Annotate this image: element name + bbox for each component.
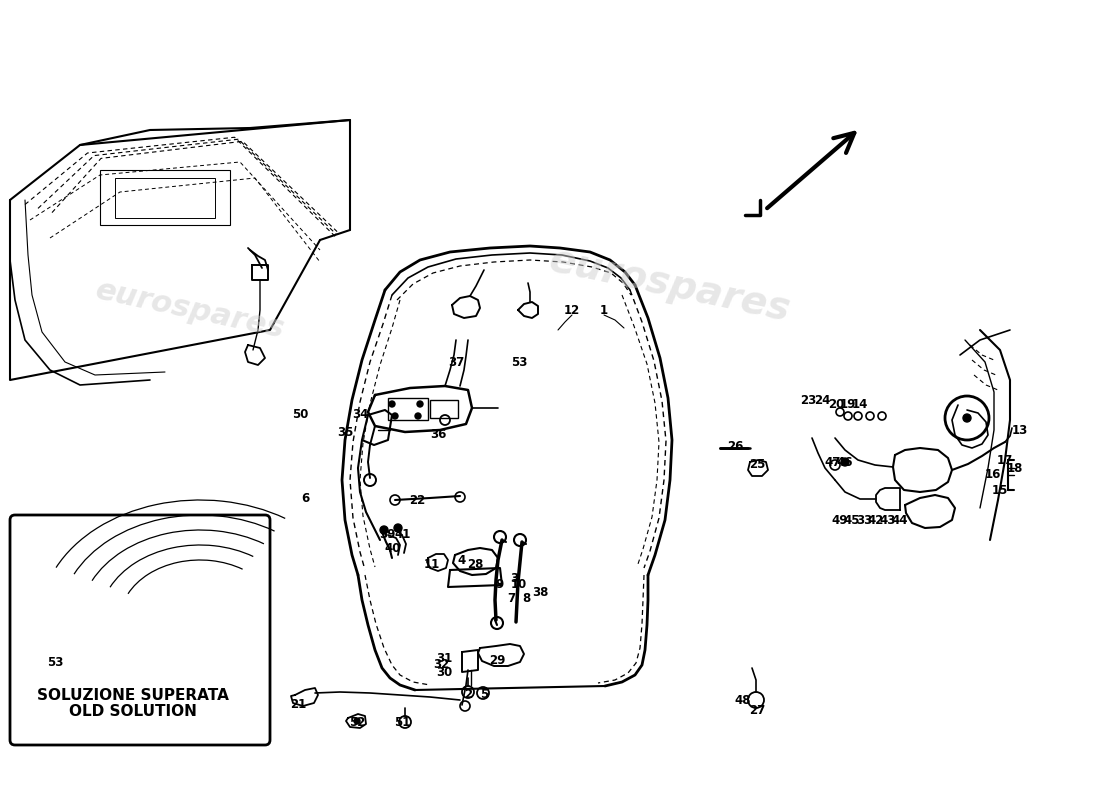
Text: 31: 31 <box>436 651 452 665</box>
Text: 49: 49 <box>832 514 848 526</box>
Text: 43: 43 <box>880 514 896 526</box>
Text: 9: 9 <box>496 578 504 591</box>
Circle shape <box>379 526 388 534</box>
Text: 48: 48 <box>735 694 751 706</box>
Text: OLD SOLUTION: OLD SOLUTION <box>69 705 197 719</box>
Bar <box>100 170 230 225</box>
Text: 37: 37 <box>448 357 464 370</box>
Text: 53: 53 <box>47 657 63 670</box>
Text: 39: 39 <box>378 529 395 542</box>
Text: 19: 19 <box>839 398 856 411</box>
Text: 5: 5 <box>480 689 488 702</box>
Text: 4: 4 <box>458 554 466 566</box>
Text: 14: 14 <box>851 398 868 411</box>
Bar <box>430 400 458 418</box>
Text: 36: 36 <box>430 429 447 442</box>
Text: 15: 15 <box>992 483 1009 497</box>
Text: 26: 26 <box>727 441 744 454</box>
Circle shape <box>389 401 395 407</box>
Text: 2: 2 <box>464 689 472 702</box>
Text: 52: 52 <box>349 715 365 729</box>
Text: 42: 42 <box>868 514 884 526</box>
Text: 22: 22 <box>409 494 425 506</box>
Text: SOLUZIONE SUPERATA: SOLUZIONE SUPERATA <box>37 687 229 702</box>
Circle shape <box>417 401 424 407</box>
Text: 6: 6 <box>301 491 309 505</box>
Bar <box>116 178 214 218</box>
Text: 35: 35 <box>337 426 353 438</box>
Text: 21: 21 <box>290 698 306 711</box>
Text: 44: 44 <box>892 514 909 526</box>
Text: 23: 23 <box>800 394 816 406</box>
Text: 25: 25 <box>749 458 766 471</box>
Text: 51: 51 <box>394 715 410 729</box>
Text: 17: 17 <box>997 454 1013 466</box>
Text: 45: 45 <box>844 514 860 526</box>
Text: 28: 28 <box>466 558 483 571</box>
Text: 20: 20 <box>828 398 844 411</box>
Text: 46: 46 <box>837 455 854 469</box>
Text: 11: 11 <box>424 558 440 571</box>
Text: 41: 41 <box>395 529 411 542</box>
Text: 50: 50 <box>292 409 308 422</box>
Text: 29: 29 <box>488 654 505 666</box>
Circle shape <box>842 458 849 466</box>
Text: 34: 34 <box>352 409 368 422</box>
Text: 8: 8 <box>521 591 530 605</box>
Text: 13: 13 <box>1012 423 1028 437</box>
Circle shape <box>392 413 398 419</box>
Bar <box>86 658 98 668</box>
Text: 24: 24 <box>814 394 830 406</box>
Text: 40: 40 <box>385 542 402 554</box>
Bar <box>388 398 428 420</box>
Circle shape <box>354 718 360 724</box>
Text: 7: 7 <box>507 591 515 605</box>
FancyBboxPatch shape <box>10 515 269 745</box>
Text: 27: 27 <box>749 703 766 717</box>
Text: 38: 38 <box>531 586 548 598</box>
Text: 32: 32 <box>433 658 449 671</box>
Circle shape <box>962 414 971 422</box>
Text: 1: 1 <box>600 303 608 317</box>
Text: 53: 53 <box>510 357 527 370</box>
Text: 47: 47 <box>825 455 842 469</box>
Text: 12: 12 <box>564 303 580 317</box>
Text: 18: 18 <box>1006 462 1023 474</box>
Text: eurospares: eurospares <box>546 241 794 329</box>
Text: 33: 33 <box>856 514 872 526</box>
Text: 30: 30 <box>436 666 452 679</box>
Text: 10: 10 <box>510 578 527 591</box>
Text: 3: 3 <box>510 571 518 585</box>
Circle shape <box>415 413 421 419</box>
Circle shape <box>394 524 402 532</box>
Text: eurospares: eurospares <box>92 276 287 344</box>
Text: 16: 16 <box>984 469 1001 482</box>
